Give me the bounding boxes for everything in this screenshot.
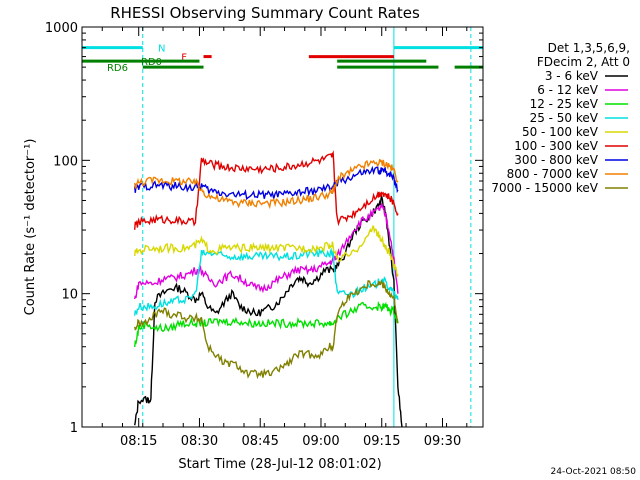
- y-axis-label: Count Rate (s⁻¹ detector⁻¹): [23, 139, 38, 316]
- legend-label-0: 3 - 6 keV: [545, 69, 599, 83]
- series-line-8: [134, 279, 399, 380]
- series-line-5: [134, 150, 399, 230]
- legend-header-line-1: Det 1,3,5,6,9,: [548, 41, 630, 55]
- x-tick-label-4: 09:15: [363, 434, 400, 449]
- series-line-4: [134, 225, 399, 277]
- legend: Det 1,3,5,6,9, FDecim 2, Att 0 3 - 6 keV…: [491, 41, 630, 195]
- legend-label-7: 800 - 7000 keV: [507, 167, 599, 181]
- y-axis: 1 10 100 1000: [45, 21, 483, 436]
- legend-label-3: 25 - 50 keV: [530, 111, 599, 125]
- legend-label-6: 300 - 800 keV: [514, 153, 598, 167]
- y-tick-label-0: 1: [70, 421, 78, 436]
- legend-label-2: 12 - 25 keV: [530, 97, 599, 111]
- x-tick-label-5: 09:30: [424, 434, 461, 449]
- y-tick-label-2: 100: [53, 154, 78, 169]
- series-line-0: [134, 194, 403, 428]
- flag-label-rd6: RD6: [107, 63, 128, 74]
- x-tick-label-0: 08:15: [120, 434, 157, 449]
- footer-timestamp: 24-Oct-2021 08:50: [551, 467, 637, 477]
- series-line-2: [134, 300, 399, 348]
- flag-label-n: N: [158, 44, 165, 55]
- series-line-1: [134, 203, 399, 300]
- plot-frame: [81, 26, 484, 428]
- x-tick-label-2: 08:45: [241, 434, 278, 449]
- series-line-6: [134, 165, 399, 201]
- chart-title: RHESSI Observing Summary Count Rates: [110, 4, 420, 22]
- x-axis-label: Start Time (28-Jul-12 08:01:02): [178, 457, 381, 472]
- legend-label-5: 100 - 300 keV: [514, 139, 598, 153]
- x-tick-label-1: 08:30: [181, 434, 218, 449]
- flag-label-f: F: [181, 53, 187, 64]
- plot-area: N F RD0 RD6: [81, 27, 483, 428]
- legend-header-line-2: FDecim 2, Att 0: [537, 55, 630, 69]
- legend-label-8: 7000 - 15000 keV: [491, 181, 598, 195]
- x-axis: 08:15 08:30 08:45 09:00 09:15 09:30: [81, 27, 468, 449]
- legend-label-1: 6 - 12 keV: [537, 83, 599, 97]
- series-line-7: [134, 158, 399, 210]
- flag-label-rd0: RD0: [141, 57, 162, 68]
- x-tick-label-3: 09:00: [302, 434, 339, 449]
- legend-label-4: 50 - 100 keV: [522, 125, 599, 139]
- y-tick-label-1: 10: [61, 288, 78, 303]
- y-tick-label-3: 1000: [45, 21, 78, 36]
